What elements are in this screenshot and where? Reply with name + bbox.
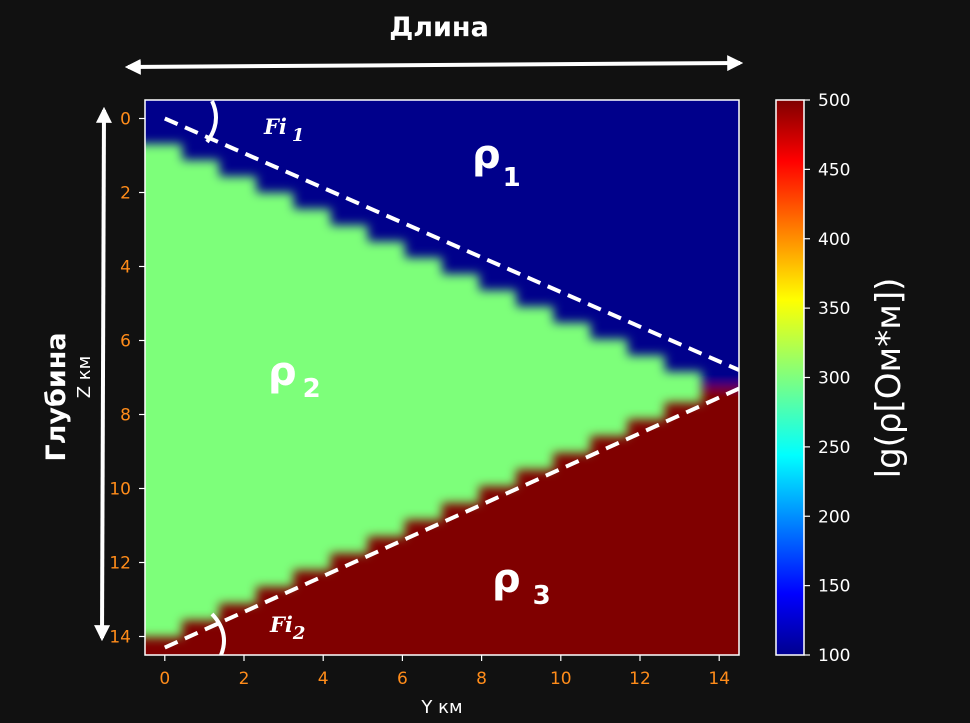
- x-axis-label: Y км: [420, 697, 462, 718]
- y-tick-label: 0: [120, 110, 131, 130]
- colorbar: [775, 99, 805, 656]
- x-tick-label: 2: [239, 669, 250, 689]
- angle-arc-fi1: [205, 100, 218, 144]
- x-tick-label: 10: [550, 669, 572, 689]
- length-label: Длина: [389, 12, 489, 43]
- colorbar-tick-label: 500: [818, 91, 850, 111]
- fi1-label: Fi 1: [263, 114, 304, 146]
- x-axis: 0 2 4 6 8 10 12 14: [159, 655, 730, 689]
- x-tick-label: 4: [318, 669, 329, 689]
- y-axis: 0 2 4 6 8 10 12 14: [109, 110, 145, 648]
- plot-frame: [144, 99, 740, 656]
- region-rho1: [145, 100, 739, 388]
- y-tick-label: 14: [109, 628, 131, 648]
- colorbar-tick-label: 150: [818, 577, 850, 597]
- x-tick-label: 0: [159, 669, 170, 689]
- fi2-label: Fi2: [269, 612, 305, 644]
- colorbar-axis: 100 150 200 250 300 350 400 450 500: [804, 91, 850, 666]
- colorbar-tick-label: 350: [818, 299, 850, 319]
- fault-line-1: [163, 116, 739, 372]
- colorbar-tick-label: 200: [818, 507, 850, 527]
- y-tick-label: 4: [120, 258, 131, 278]
- colorbar-tick-label: 250: [818, 438, 850, 458]
- colorbar-tick-label: 100: [818, 646, 850, 666]
- colorbar-tick-label: 300: [818, 369, 850, 389]
- rho1-label: ρ1: [472, 132, 521, 193]
- depth-label: Глубина: [41, 332, 72, 461]
- y-tick-label: 12: [109, 554, 131, 574]
- length-arrow: [124, 55, 744, 75]
- angle-arc-fi2: [210, 612, 226, 655]
- colorbar-tick-label: 450: [818, 160, 850, 180]
- x-tick-label: 12: [629, 669, 651, 689]
- y-tick-label: 10: [109, 480, 131, 500]
- colorbar-label: lg(ρ[Ом*м]): [869, 278, 909, 479]
- colorbar-tick-label: 400: [818, 230, 850, 250]
- y-axis-label: Z км: [74, 356, 95, 399]
- y-tick-label: 6: [120, 332, 131, 352]
- y-tick-label: 8: [120, 406, 131, 426]
- x-tick-label: 6: [397, 669, 408, 689]
- fault-line-2: [163, 386, 739, 650]
- y-tick-label: 2: [120, 184, 131, 204]
- x-tick-label: 8: [476, 669, 487, 689]
- depth-arrow: [94, 106, 112, 642]
- x-tick-label: 14: [708, 669, 730, 689]
